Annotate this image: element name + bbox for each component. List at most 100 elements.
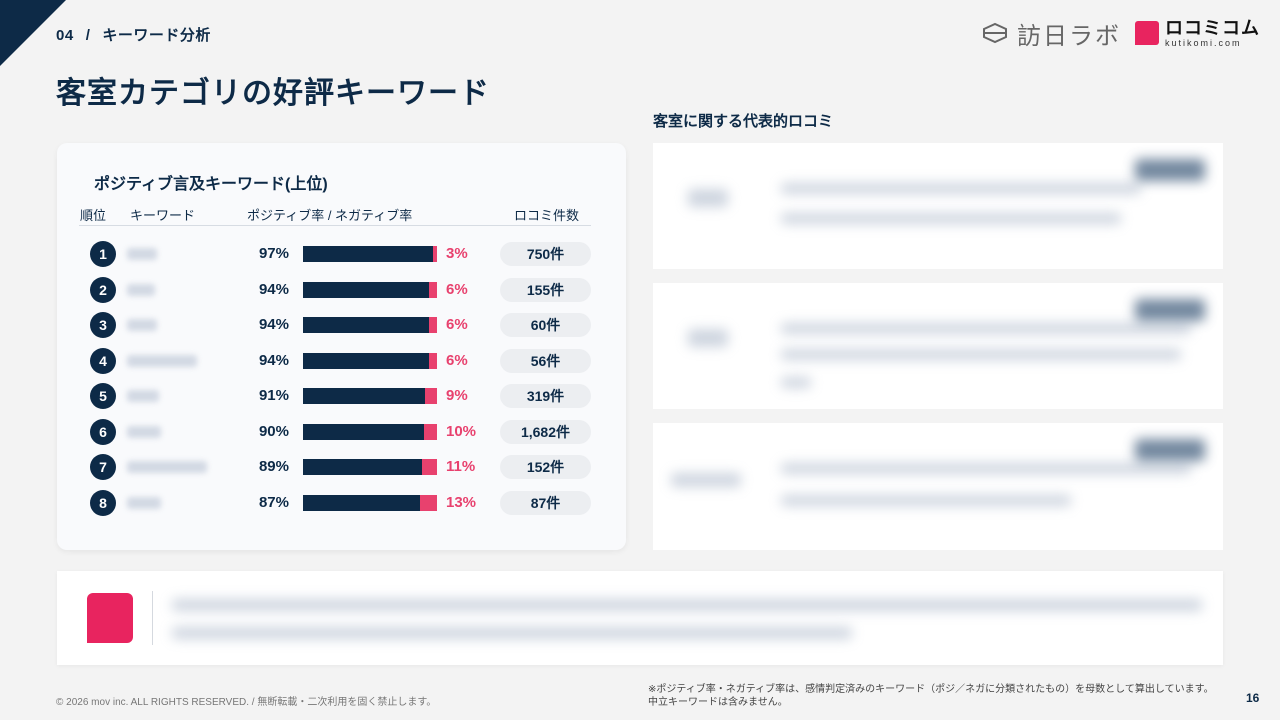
negative-bar-segment [428,352,437,369]
negative-rate: 6% [446,280,468,298]
kutikomi-logo: ロコミコム kutikomi.com [1135,19,1260,48]
sentiment-bar [303,388,437,404]
copyright-text: © 2026 mov inc. ALL RIGHTS RESERVED. / 無… [56,697,437,708]
table-row: 6 90% 10% 1,682件 [57,417,626,447]
review-card [653,423,1223,550]
review-thumb [671,473,741,487]
table-row: 3 94% 6% 60件 [57,310,626,340]
review-count-pill: 152件 [500,455,591,479]
footnote: ※ポジティブ率・ネガティブ率は、感情判定済みのキーワード（ポジ／ネガに分類された… [648,683,1214,709]
rank-badge: 5 [90,383,116,409]
header-ratio: ポジティブ率 / ネガティブ率 [247,208,413,223]
negative-rate: 3% [446,245,468,262]
review-text-line [781,323,1191,334]
houjin-lab-text: 訪日ラボ [1017,22,1121,50]
review-thumb [688,329,728,347]
keyword-redacted [127,425,161,438]
positive-bar-segment [303,423,424,440]
rank-badge: 7 [90,454,116,480]
summary-divider [152,591,153,645]
sentiment-bar [303,494,437,511]
sentiment-bar [303,246,437,262]
review-count-pill: 56件 [500,348,591,373]
negative-bar-segment [424,388,437,404]
houjin-lab-icon [983,22,1007,44]
kutikomi-speech-icon [87,593,133,643]
positive-rate: 94% [258,280,289,298]
review-count-pill: 60件 [500,313,591,337]
review-text-line [781,213,1121,224]
review-count-pill: 319件 [500,384,591,408]
section-name: キーワード分析 [102,27,211,44]
rank-badge: 2 [90,276,116,303]
review-badge [1135,159,1205,181]
sentiment-bar [303,317,437,333]
rank-badge: 3 [90,312,116,338]
review-text-line [781,349,1181,360]
footnote-line: 中立キーワードは含みません。 [648,697,788,708]
review-text-line [781,463,1191,474]
review-card [653,283,1223,409]
kutikomi-mark-icon [1135,21,1159,45]
houjin-lab-logo: 訪日ラボ [981,16,1121,51]
positive-bar-segment [303,317,429,333]
review-badge [1135,439,1205,461]
negative-rate: 6% [446,351,468,369]
table-row: 7 89% 11% 152件 [57,452,626,482]
positive-rate: 87% [258,493,289,511]
review-count-pill: 155件 [500,277,591,302]
positive-rate: 94% [258,351,289,369]
keyword-redacted [127,496,161,509]
header-keyword: キーワード [130,208,196,223]
positive-rate: 91% [258,387,289,404]
keyword-redacted [127,461,207,473]
review-text-line [781,377,811,388]
section-label: 04 / キーワード分析 [56,24,211,45]
kutikomi-url: kutikomi.com [1165,37,1242,48]
keyword-redacted [127,390,159,402]
sentiment-bar [303,352,437,369]
sentiment-bar [303,281,437,298]
table-row: 5 91% 9% 319件 [57,381,626,411]
kutikomi-text: ロコミコム [1165,17,1260,38]
summary-card [57,571,1223,665]
section-number: 04 [56,27,74,44]
footnote-line: ※ポジティブ率・ネガティブ率は、感情判定済みのキーワード（ポジ／ネガに分類された… [648,684,1214,695]
summary-text-line [172,627,852,639]
review-text-line [781,183,1141,194]
table-row: 8 87% 13% 87件 [57,488,626,518]
positive-rate: 97% [258,245,289,262]
negative-bar-segment [428,281,437,298]
header-count: ロコミ件数 [514,208,580,223]
keyword-redacted [127,283,155,296]
review-badge [1135,299,1205,321]
corner-accent [0,0,66,66]
reviews-title: 客室に関する代表的ロコミ [653,113,834,130]
table-row: 4 94% 6% 56件 [57,346,626,376]
keyword-redacted [127,319,157,331]
review-count-pill: 87件 [500,490,591,515]
review-count-pill: 750件 [500,242,591,266]
positive-rate: 94% [258,316,289,333]
positive-rate: 89% [258,458,289,475]
review-text-line [781,495,1071,506]
header-divider [79,225,591,226]
ranking-title: ポジティブ言及キーワード(上位) [94,176,328,193]
rank-badge: 4 [90,347,116,374]
logo-area: 訪日ラボ ロコミコム kutikomi.com [981,16,1260,50]
positive-bar-segment [303,281,429,298]
rank-badge: 6 [90,418,116,445]
positive-bar-segment [303,246,433,262]
review-thumb [688,189,728,207]
sentiment-bar [303,423,437,440]
table-row: 2 94% 6% 155件 [57,275,626,305]
negative-bar-segment [428,317,437,333]
positive-bar-segment [303,459,423,475]
page-number: 16 [1246,691,1260,705]
summary-text-line [172,599,1202,611]
negative-bar-segment [419,494,437,511]
page-title: 客室カテゴリの好評キーワード [56,77,490,110]
review-count-pill: 1,682件 [500,419,591,444]
positive-bar-segment [303,388,425,404]
negative-bar-segment [423,423,437,440]
